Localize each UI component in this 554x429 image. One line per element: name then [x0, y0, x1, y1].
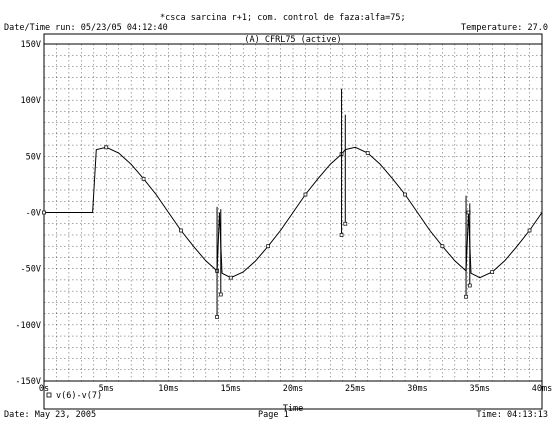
- x-axis-label: Time: [283, 404, 303, 414]
- series-marker: [490, 270, 495, 274]
- y-tick-label: -0V: [26, 209, 41, 219]
- series-marker: [179, 228, 183, 233]
- x-tick-label: 25ms: [345, 384, 365, 394]
- chart-section-title: (A) CFRL75 (active): [244, 35, 341, 45]
- spike-marker: [464, 294, 468, 299]
- series-marker: [42, 210, 46, 215]
- spike-marker: [343, 221, 348, 226]
- y-tick-label: 150V: [21, 40, 41, 50]
- x-tick-label: 20ms: [283, 384, 303, 394]
- legend: v(6)-v(7): [46, 391, 102, 401]
- x-tick-label: 0s: [39, 384, 49, 394]
- y-tick-label: 100V: [21, 96, 41, 106]
- series-marker: [266, 244, 270, 249]
- series-marker: [403, 192, 407, 197]
- y-tick-label: 50V: [26, 152, 41, 162]
- x-tick-label: 10ms: [158, 384, 178, 394]
- series-marker: [141, 176, 146, 181]
- spike-marker: [467, 283, 472, 288]
- axis-ticks: 0s 5ms 10ms 15ms 20ms 25ms 30ms 35ms 40ms 150V 100…: [15, 40, 552, 394]
- legend-marker: [46, 392, 52, 398]
- spike-marker: [215, 315, 219, 319]
- x-tick-label: 30ms: [407, 384, 427, 394]
- x-tick-label: 40ms: [532, 384, 552, 394]
- series-marker: [527, 228, 532, 233]
- series-line: [44, 146, 543, 279]
- series-marker: [228, 275, 233, 280]
- y-tick-label: -100V: [15, 321, 41, 331]
- x-tick-label: 5ms: [99, 384, 114, 394]
- y-tick-label: -50V: [21, 265, 41, 275]
- series-marker: [104, 145, 109, 150]
- run-datetime: Date/Time run: 05/23/05 04:12:40: [4, 23, 168, 33]
- legend-label: v(6)-v(7): [56, 391, 102, 401]
- series-layer: [42, 88, 543, 319]
- spike-marker: [218, 292, 223, 297]
- spike-marker: [339, 233, 344, 237]
- x-tick-label: 35ms: [470, 384, 490, 394]
- footer-time: Time: 04:13:13: [476, 410, 548, 420]
- temperature: Temperature: 27.0: [461, 23, 548, 33]
- footer-page: Page 1: [258, 410, 289, 420]
- series-marker: [440, 244, 445, 249]
- y-tick-label: -150V: [15, 377, 41, 387]
- plot-title: *csca sarcina r+1; com. control de faza:…: [160, 13, 406, 23]
- x-tick-label: 15ms: [221, 384, 241, 394]
- footer-date: Date: May 23, 2005: [4, 410, 97, 420]
- series-marker: [303, 192, 308, 197]
- series-marker: [365, 151, 370, 155]
